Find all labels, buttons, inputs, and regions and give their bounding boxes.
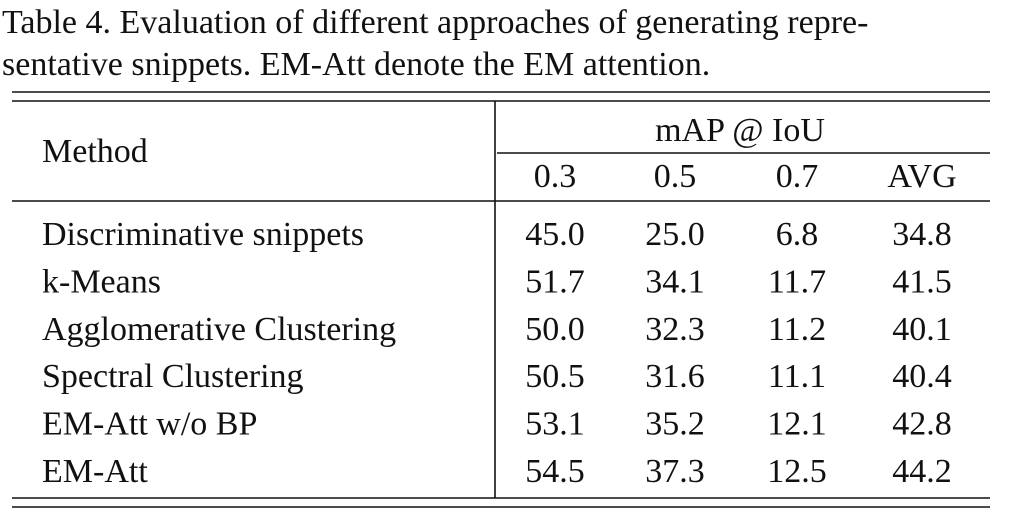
column-header: AVG [887,158,956,195]
value-cell: 53.1 [525,406,585,443]
method-cell: Spectral Clustering [42,358,304,395]
value-cell: 34.8 [892,216,952,253]
value-cell: 44.2 [892,453,952,490]
value-cell: 42.8 [892,406,952,443]
method-cell: Agglomerative Clustering [42,311,396,348]
value-cell: 50.5 [525,358,585,395]
method-cell: EM-Att [42,453,148,490]
value-cell: 25.0 [645,216,705,253]
value-cell: 45.0 [525,216,585,253]
value-cell: 51.7 [525,263,585,300]
value-cell: 11.2 [768,311,826,348]
column-header: 0.5 [654,158,697,195]
column-header: 0.3 [534,158,577,195]
value-cell: 37.3 [645,453,705,490]
group-header: mAP @ IoU [655,112,825,149]
value-cell: 40.4 [892,358,952,395]
column-header: 0.7 [776,158,819,195]
value-cell: 41.5 [892,263,952,300]
value-cell: 6.8 [776,216,819,253]
value-cell: 35.2 [645,406,705,443]
value-cell: 34.1 [645,263,705,300]
value-cell: 11.7 [768,263,826,300]
value-cell: 50.0 [525,311,585,348]
value-cell: 12.1 [767,406,827,443]
value-cell: 32.3 [645,311,705,348]
method-header: Method [42,133,148,170]
method-cell: k-Means [42,263,161,300]
value-cell: 40.1 [892,311,952,348]
value-cell: 31.6 [645,358,705,395]
value-cell: 11.1 [768,358,826,395]
value-cell: 54.5 [525,453,585,490]
caption-line: sentative snippets. EM-Att denote the EM… [2,46,710,83]
value-cell: 12.5 [767,453,827,490]
caption-line: Table 4. Evaluation of different approac… [2,4,868,41]
method-cell: EM-Att w/o BP [42,406,257,443]
method-cell: Discriminative snippets [42,216,364,253]
